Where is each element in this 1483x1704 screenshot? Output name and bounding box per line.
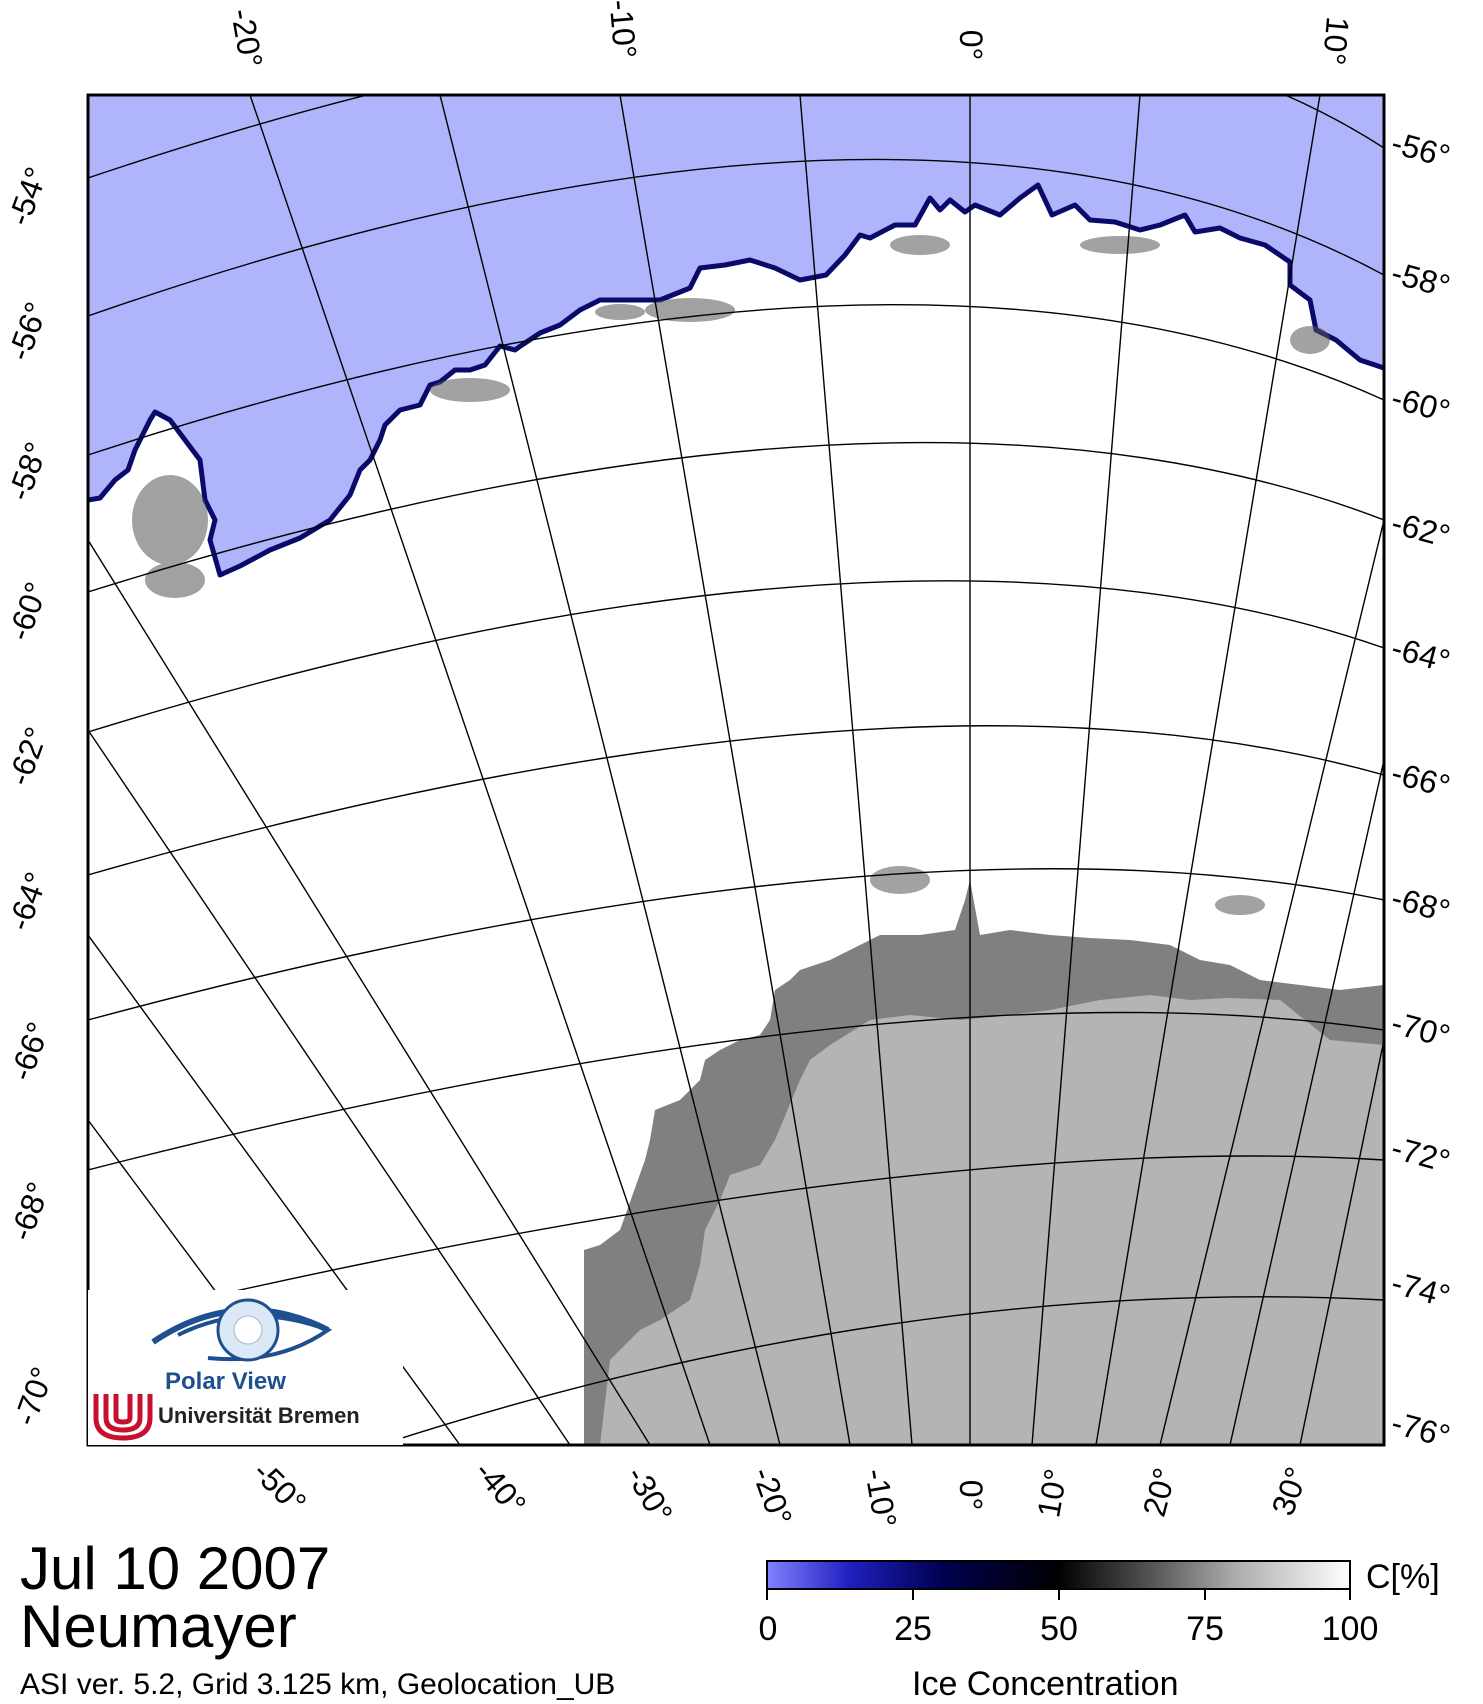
colorbar-tick-label: 25 <box>894 1610 932 1648</box>
right-latitude-labels: -56° -58° -60° -62° -64° -66° -68° -70° … <box>1388 124 1454 1454</box>
right-lat-label: -76° <box>1388 1404 1454 1454</box>
left-lat-label: -66° <box>3 1017 57 1085</box>
bottom-lon-label: -20° <box>745 1462 799 1530</box>
right-lat-label: -72° <box>1388 1129 1454 1179</box>
left-lat-label: -64° <box>1 867 55 935</box>
right-lat-label: -60° <box>1388 379 1454 429</box>
colorbar-tick-label: 75 <box>1186 1610 1224 1648</box>
colorbar-tick <box>1349 1590 1351 1600</box>
bottom-lon-label: -50° <box>246 1454 313 1521</box>
logo-name: Polar View <box>165 1368 286 1395</box>
logo-institution: Universität Bremen <box>158 1403 360 1428</box>
left-lat-label: -62° <box>1 722 55 790</box>
ice-concentration-map: -20° -10° 0° 10° -54° -56° -58° -60° -62… <box>1 0 1454 1531</box>
colorbar-tick <box>766 1590 768 1600</box>
left-lat-label: -68° <box>3 1177 57 1245</box>
left-lat-label: -58° <box>1 437 55 505</box>
station-name: Neumayer <box>20 1593 297 1660</box>
bremen-u-icon <box>93 1394 153 1441</box>
top-lon-label: -10° <box>602 0 643 60</box>
right-lat-label: -68° <box>1388 879 1454 929</box>
bottom-lon-label: 0° <box>953 1480 989 1511</box>
bottom-lon-label: 30° <box>1264 1462 1314 1520</box>
colorbar-tick <box>912 1590 914 1600</box>
bottom-lon-label: -30° <box>619 1460 680 1529</box>
top-lon-label: -20° <box>224 6 270 70</box>
right-lat-label: -66° <box>1388 754 1454 804</box>
colorbar-tick <box>1058 1590 1060 1600</box>
right-lat-label: -56° <box>1388 124 1454 174</box>
right-lat-label: -74° <box>1388 1264 1454 1314</box>
top-longitude-labels: -20° -10° 0° 10° <box>224 0 1356 70</box>
longitude-lines <box>88 95 1384 1445</box>
polar-view-logo: Polar View Universität Bremen <box>88 1290 403 1445</box>
land-area <box>600 995 1384 1445</box>
right-lat-label: -64° <box>1388 629 1454 679</box>
bottom-lon-label: -40° <box>468 1454 534 1522</box>
product-meta: ASI ver. 5.2, Grid 3.125 km, Geolocation… <box>20 1668 616 1701</box>
left-lat-label: -70° <box>7 1362 61 1430</box>
left-latitude-labels: -54° -56° -58° -60° -62° -64° -66° -68° … <box>1 162 61 1430</box>
polar-view-eye-icon <box>151 1298 333 1362</box>
map-date: Jul 10 2007 <box>20 1535 331 1602</box>
colorbar <box>766 1560 1351 1590</box>
left-lat-label: -56° <box>1 297 55 365</box>
colorbar-unit: C[%] <box>1366 1558 1440 1596</box>
map-frame <box>86 93 1386 1447</box>
bottom-lon-label: 20° <box>1136 1464 1183 1520</box>
latitude-lines <box>88 95 1384 1445</box>
right-lat-label: -62° <box>1388 504 1454 554</box>
colorbar-title: Ice Concentration <box>912 1665 1179 1703</box>
bottom-lon-label: -10° <box>858 1466 904 1530</box>
ice-edge-texture <box>132 235 1330 915</box>
bottom-longitude-labels: -50° -40° -30° -20° -10° 0° 10° 20° 30° <box>246 1454 1315 1531</box>
left-lat-label: -60° <box>1 577 55 645</box>
colorbar-tick-label: 0 <box>758 1610 778 1648</box>
ice-edge <box>88 182 1384 578</box>
right-lat-label: -70° <box>1388 1004 1454 1054</box>
colorbar-tick <box>1204 1590 1206 1600</box>
colorbar-tick-label: 50 <box>1040 1610 1078 1648</box>
open-water-area <box>88 95 1384 575</box>
right-lat-label: -58° <box>1388 254 1454 304</box>
top-lon-label: 0° <box>953 30 989 61</box>
top-lon-label: 10° <box>1316 15 1356 66</box>
bottom-lon-label: 10° <box>1030 1466 1074 1520</box>
colorbar-tick-label: 100 <box>1321 1610 1379 1648</box>
left-lat-label: -54° <box>1 162 55 230</box>
